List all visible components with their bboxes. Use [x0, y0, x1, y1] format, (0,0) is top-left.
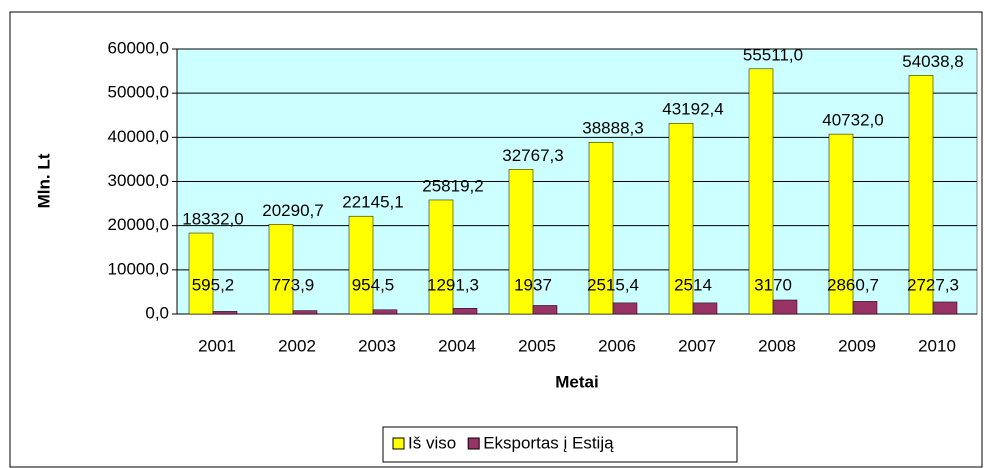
bar [508, 169, 534, 315]
y-tick-label: 0,0 [145, 303, 169, 322]
bar [292, 310, 318, 315]
data-label: 1937 [514, 275, 552, 294]
data-label: 2515,4 [587, 275, 639, 294]
legend-label: Iš viso [408, 433, 456, 452]
bar [748, 68, 774, 315]
bar [692, 302, 718, 315]
y-tick-label: 40000,0 [108, 127, 169, 146]
x-tick-label: 2001 [198, 336, 236, 355]
x-tick-label: 2008 [758, 336, 796, 355]
bar [188, 232, 214, 315]
data-label: 22145,1 [342, 193, 403, 212]
bar [932, 301, 958, 315]
legend-swatch [467, 437, 480, 450]
data-label: 773,9 [272, 275, 315, 294]
data-label: 1291,3 [427, 275, 479, 294]
bar [452, 308, 478, 315]
bar [532, 305, 558, 315]
x-tick-label: 2002 [278, 336, 316, 355]
x-tick-label: 2010 [918, 336, 956, 355]
data-label: 55511,0 [743, 45, 803, 64]
y-tick-label: 10000,0 [108, 259, 169, 278]
bar [372, 309, 398, 315]
bar [348, 215, 374, 315]
x-tick-label: 2006 [598, 336, 636, 355]
bar [852, 301, 878, 315]
data-label: 32767,3 [502, 146, 563, 165]
data-label: 18332,0 [182, 210, 243, 229]
y-tick-label: 60000,0 [108, 38, 169, 57]
bar [612, 302, 638, 315]
data-label: 40732,0 [822, 111, 883, 130]
data-label: 2727,3 [907, 275, 959, 294]
data-label: 3170 [754, 275, 792, 294]
bar [828, 133, 854, 315]
x-tick-label: 2004 [438, 336, 476, 355]
data-label: 38888,3 [582, 119, 643, 138]
legend-swatch [392, 437, 405, 450]
data-label: 25819,2 [422, 176, 483, 195]
bar [772, 299, 798, 315]
y-axis-title: Mln. Lt [34, 153, 53, 208]
x-tick-label: 2005 [518, 336, 556, 355]
legend-box [382, 426, 738, 463]
legend-label: Eksportas į Estiją [483, 433, 614, 452]
bar [588, 141, 614, 315]
data-label: 20290,7 [262, 201, 323, 220]
x-tick-label: 2003 [358, 336, 396, 355]
y-tick-label: 30000,0 [108, 171, 169, 190]
data-label: 43192,4 [662, 100, 723, 119]
bar [668, 122, 694, 315]
data-label: 2860,7 [827, 275, 879, 294]
data-label: 54038,8 [902, 52, 963, 71]
bar [428, 199, 454, 315]
data-label: 2514 [674, 275, 712, 294]
bar [212, 311, 238, 315]
data-label: 954,5 [352, 275, 395, 294]
x-axis-title: Metai [555, 372, 598, 391]
data-label: 595,2 [192, 275, 235, 294]
x-tick-label: 2009 [838, 336, 876, 355]
bar [908, 75, 934, 315]
y-tick-label: 50000,0 [108, 83, 169, 102]
bar [268, 224, 294, 315]
y-tick-label: 20000,0 [108, 215, 169, 234]
x-tick-label: 2007 [678, 336, 716, 355]
